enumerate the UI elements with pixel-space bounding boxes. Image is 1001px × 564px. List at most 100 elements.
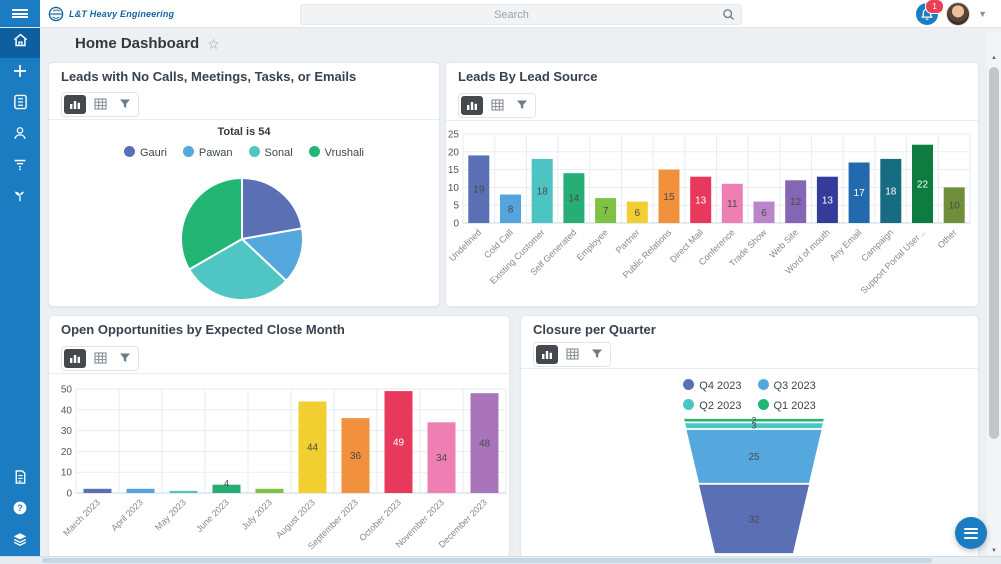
- bar-Any Email[interactable]: [848, 162, 870, 224]
- bar-September 2023[interactable]: [341, 418, 370, 493]
- bar-Partner[interactable]: [626, 201, 648, 223]
- funnel-segment-Q1 2023[interactable]: [684, 418, 824, 422]
- horizontal-scrollbar[interactable]: [0, 556, 1001, 564]
- svg-text:May 2023: May 2023: [153, 497, 188, 532]
- sidebar-item-create[interactable]: [0, 58, 40, 89]
- sidebar-item-documents[interactable]: [0, 464, 40, 495]
- sidebar-item-layers[interactable]: [0, 526, 40, 557]
- chart-view-button[interactable]: [64, 348, 86, 368]
- legend-item[interactable]: Vrushali: [308, 145, 364, 159]
- svg-text:50: 50: [61, 385, 73, 396]
- widget-title: Open Opportunities by Expected Close Mon…: [61, 322, 345, 337]
- bar-Web Site[interactable]: [785, 180, 807, 223]
- funnel-legend: Q4 2023 Q3 2023 Q2 2023 Q1 2023: [521, 369, 978, 415]
- funnel-segment-Q2 2023[interactable]: [685, 423, 823, 429]
- sidebar-item-contacts[interactable]: [0, 120, 40, 151]
- sidebar-item-opportunities[interactable]: [0, 182, 40, 213]
- user-avatar[interactable]: [946, 2, 971, 26]
- pie-slice-Sonal[interactable]: [187, 237, 288, 301]
- svg-text:?: ?: [17, 503, 23, 513]
- legend-item[interactable]: Q2 2023: [683, 398, 742, 412]
- legend-item[interactable]: Gauri: [123, 145, 167, 159]
- legend-item[interactable]: Q3 2023: [757, 378, 816, 392]
- floating-menu-button[interactable]: [955, 517, 987, 549]
- bar-March 2023[interactable]: [83, 488, 112, 493]
- pie-slice-Gauri[interactable]: [241, 176, 304, 241]
- vertical-scrollbar-thumb[interactable]: [989, 67, 999, 439]
- table-view-button[interactable]: [89, 95, 111, 114]
- svg-text:Partner: Partner: [614, 227, 642, 255]
- pie-slice-Vrushali[interactable]: [179, 176, 243, 271]
- chart-view-button[interactable]: [461, 95, 483, 115]
- opportunities-bar-chart: 0 10 20 30 40 50 March 2023 April 2023 May 2023 4…: [61, 385, 507, 551]
- bar-May 2023[interactable]: [169, 490, 198, 493]
- legend-dot: [182, 145, 194, 157]
- scroll-down-icon[interactable]: ▼: [991, 548, 997, 554]
- sidebar-item-home[interactable]: [0, 27, 40, 58]
- svg-text:13: 13: [695, 195, 707, 206]
- bar-July 2023[interactable]: [255, 488, 284, 493]
- bar-August 2023[interactable]: [298, 401, 327, 494]
- bar-Cold Call[interactable]: [500, 194, 521, 224]
- svg-text:March 2023: March 2023: [61, 497, 102, 538]
- sidebar: ?: [0, 27, 40, 557]
- svg-text:30: 30: [61, 426, 73, 437]
- vertical-scrollbar[interactable]: ▲ ▼: [987, 33, 1001, 556]
- filter-button[interactable]: [586, 345, 608, 364]
- bar-Other[interactable]: [943, 187, 965, 223]
- table-view-button[interactable]: [561, 345, 583, 364]
- bar-December 2023[interactable]: [470, 393, 499, 493]
- legend-item[interactable]: Q4 2023: [683, 378, 742, 392]
- pie-slice-Pawan[interactable]: [239, 227, 304, 283]
- legend-item[interactable]: Pawan: [182, 145, 233, 159]
- star-outline-icon[interactable]: ☆: [207, 35, 220, 52]
- table-view-button[interactable]: [486, 96, 508, 115]
- legend-dot: [248, 145, 260, 157]
- notification-bell-icon[interactable]: 1: [916, 0, 945, 25]
- search-input[interactable]: [301, 7, 722, 22]
- bar-October 2023[interactable]: [384, 391, 413, 493]
- bar-Undefined[interactable]: [468, 155, 490, 223]
- svg-text:18: 18: [885, 186, 897, 197]
- bar-April 2023[interactable]: [126, 488, 155, 493]
- sidebar-item-help[interactable]: ?: [0, 495, 40, 526]
- bar-Public Relations[interactable]: [658, 169, 680, 223]
- widget-title: Closure per Quarter: [533, 322, 656, 337]
- horizontal-scrollbar-thumb[interactable]: [42, 558, 932, 563]
- scroll-up-icon[interactable]: ▲: [991, 55, 997, 61]
- chart-view-button[interactable]: [536, 344, 558, 364]
- funnel-segment-Q3 2023[interactable]: [686, 429, 822, 483]
- bar-Campaign[interactable]: [880, 158, 902, 223]
- filter-button[interactable]: [114, 349, 136, 368]
- svg-text:October 2023: October 2023: [357, 497, 403, 543]
- table-view-button[interactable]: [89, 349, 111, 368]
- person-icon: [12, 125, 28, 146]
- bar-June 2023[interactable]: [212, 484, 241, 493]
- legend-item[interactable]: Sonal: [248, 145, 293, 159]
- svg-text:14: 14: [568, 194, 580, 205]
- bar-Word of mouth[interactable]: [816, 176, 838, 223]
- chart-view-button[interactable]: [64, 94, 86, 114]
- chevron-down-icon[interactable]: ▼: [978, 9, 987, 19]
- bar-Existing Customer[interactable]: [531, 158, 553, 223]
- svg-text:July 2023: July 2023: [240, 497, 274, 531]
- funnel-segment-Q4 2023[interactable]: [699, 484, 809, 554]
- bar-Direct Mail[interactable]: [690, 176, 712, 223]
- bar-Trade Show[interactable]: [753, 201, 775, 223]
- search-icon[interactable]: [722, 8, 735, 21]
- filter-button[interactable]: [511, 96, 533, 115]
- sidebar-item-modules[interactable]: [0, 89, 40, 120]
- svg-text:49: 49: [393, 438, 405, 449]
- bar-Self Generated[interactable]: [563, 173, 585, 223]
- svg-text:22: 22: [917, 179, 929, 190]
- bar-Support Portal User ..[interactable]: [912, 144, 933, 223]
- sidebar-item-filter[interactable]: [0, 151, 40, 182]
- bar-Conference[interactable]: [721, 183, 743, 223]
- filter-button[interactable]: [114, 95, 136, 114]
- svg-text:August 2023: August 2023: [274, 497, 317, 540]
- hamburger-menu-icon[interactable]: [0, 0, 40, 27]
- legend-item[interactable]: Q1 2023: [757, 398, 816, 412]
- svg-text:Undefined: Undefined: [447, 227, 483, 263]
- bar-November 2023[interactable]: [427, 422, 456, 493]
- bar-Employee[interactable]: [595, 198, 617, 223]
